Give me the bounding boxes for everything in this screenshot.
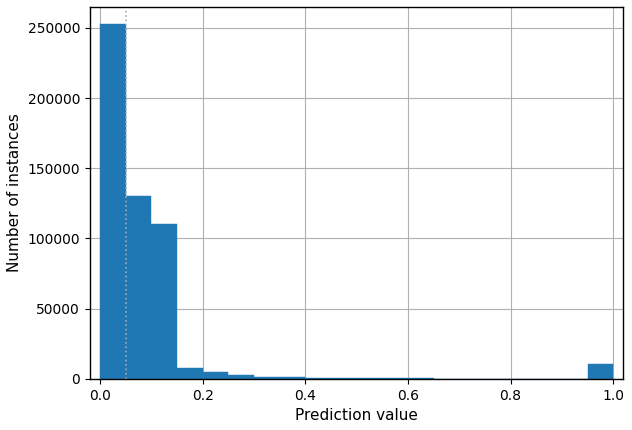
Bar	[177, 368, 203, 379]
Bar	[331, 378, 356, 379]
Bar	[152, 224, 177, 379]
Bar	[100, 24, 126, 379]
Bar	[228, 375, 254, 379]
Y-axis label: Number of instances: Number of instances	[7, 114, 22, 272]
X-axis label: Prediction value: Prediction value	[295, 408, 418, 423]
Bar	[126, 197, 152, 379]
Bar	[203, 372, 228, 379]
Bar	[305, 378, 331, 379]
Bar	[280, 378, 305, 379]
Bar	[356, 378, 382, 379]
Bar	[254, 377, 280, 379]
Bar	[588, 364, 613, 379]
